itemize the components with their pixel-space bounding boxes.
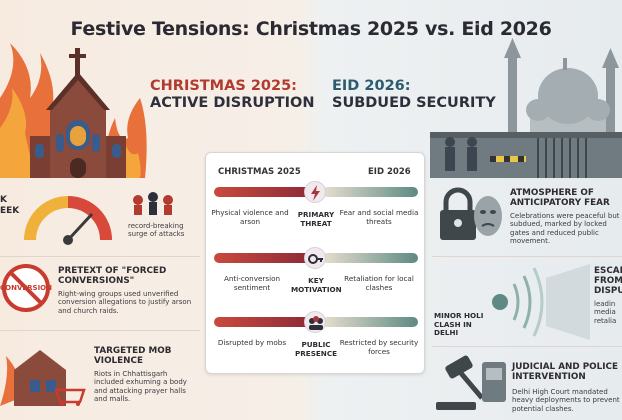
christmas-bar-2 xyxy=(214,253,310,263)
people-icon xyxy=(304,311,326,333)
lightning-icon xyxy=(304,181,326,203)
mob-violence-icon xyxy=(0,350,86,406)
speedometer-icon xyxy=(24,196,112,245)
mob-body: Riots in Chhattisgarh included exhuming … xyxy=(94,370,187,404)
row2-right: Retaliation for local clashes xyxy=(344,274,414,292)
mosque-illustration xyxy=(430,38,622,178)
eid-bar-3 xyxy=(322,317,418,327)
christmas-heading: CHRISTMAS 2025: ACTIVE DISRUPTION xyxy=(150,78,315,111)
mob-title: TARGETED MOB VIOLENCE xyxy=(94,346,172,366)
conversion-sign-label: CONVERSION xyxy=(0,284,52,292)
col-christmas-label: CHRISTMAS 2025 xyxy=(218,167,301,177)
judicial-body: Delhi High Court mandated heavy deployme… xyxy=(512,388,620,413)
page-title: Festive Tensions: Christmas 2025 vs. Eid… xyxy=(70,18,552,40)
eid-bar-2 xyxy=(322,253,418,263)
escal-body: leadin media retalia xyxy=(594,300,617,325)
fear-title: ATMOSPHERE OF ANTICIPATORY FEAR xyxy=(510,188,610,208)
row2-left: Anti-conversion sentiment xyxy=(223,274,281,292)
signal-waves-icon xyxy=(492,264,590,340)
pretext-body: Right-wing groups used unverified conver… xyxy=(58,290,192,315)
burning-church-illustration xyxy=(0,43,147,178)
row3-left: Disrupted by mobs xyxy=(217,338,287,347)
christmas-bar-3 xyxy=(214,317,310,327)
row2-middle: KEY MOTIVATION xyxy=(291,276,342,294)
escal-title: ESCAL FROM DISPUT xyxy=(594,266,622,296)
pretext-title: PRETEXT OF "FORCED CONVERSIONS" xyxy=(58,266,167,286)
christmas-bar-1 xyxy=(214,187,310,197)
eid-bar-1 xyxy=(322,187,418,197)
no-conversion-icon xyxy=(2,264,50,312)
col-eid-label: EID 2026 xyxy=(368,167,411,177)
crowd-attack-icon xyxy=(133,192,173,215)
row1-left: Physical violence and arson xyxy=(211,208,289,226)
row3-right: Restricted by security forces xyxy=(339,338,419,356)
row1-right: Fear and social media threats xyxy=(339,208,419,226)
holi-label: MINOR HOLI CLASH IN DELHI xyxy=(434,311,484,337)
stat-fragment: K EEK xyxy=(0,195,20,216)
comparison-card: CHRISTMAS 2025 EID 2026 Physical violenc… xyxy=(205,152,425,374)
judicial-title: JUDICIAL AND POLICE INTERVENTION xyxy=(512,362,619,382)
gavel-icon xyxy=(436,355,506,410)
surge-text: record-breaking surge of attacks xyxy=(128,222,185,239)
row3-middle: PUBLIC PRESENCE xyxy=(295,340,337,358)
eid-heading: EID 2026: SUBDUED SECURITY xyxy=(332,78,496,111)
lock-mask-icon xyxy=(440,187,502,240)
key-icon xyxy=(304,247,326,269)
row1-middle: PRIMARY THREAT xyxy=(297,210,335,228)
fear-body: Celebrations were peaceful but subdued, … xyxy=(510,212,620,246)
